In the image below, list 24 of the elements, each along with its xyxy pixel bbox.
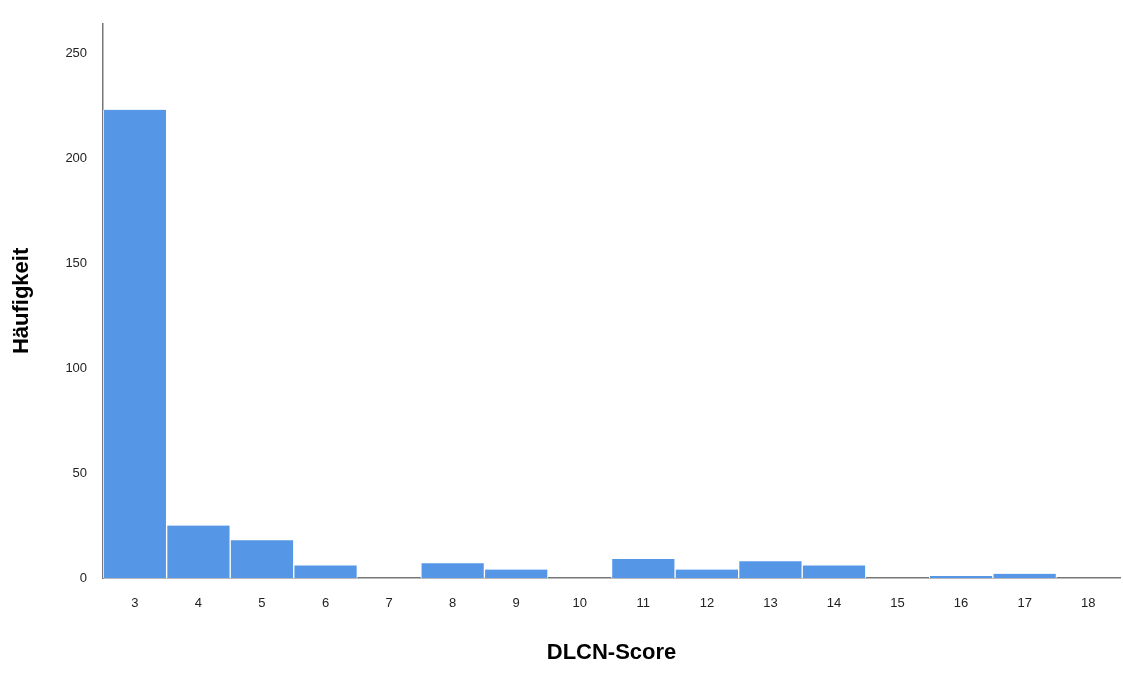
x-tick-label: 12	[699, 595, 715, 611]
x-tick-label: 15	[890, 595, 905, 611]
x-tick-label: 7	[385, 595, 393, 611]
y-tick-label: 0	[79, 569, 88, 585]
x-tick-label: 18	[1080, 595, 1096, 611]
y-tick-label: 50	[72, 464, 88, 480]
x-tick-label: 9	[512, 595, 520, 611]
x-tick-label: 11	[636, 595, 651, 611]
x-tick-label: 3	[131, 595, 139, 611]
x-tick-label: 10	[572, 595, 587, 611]
y-tick-label: 200	[65, 149, 88, 165]
x-tick-label: 13	[763, 595, 778, 611]
y-tick-label: 150	[65, 254, 88, 270]
x-tick-label: 4	[194, 595, 203, 611]
y-tick-label: 100	[65, 359, 88, 375]
y-axis-title: Häufigkeit	[8, 247, 34, 355]
x-tick-label: 14	[826, 595, 842, 611]
x-tick-label: 8	[449, 595, 457, 611]
x-tick-label: 16	[953, 595, 969, 611]
x-tick-label: 17	[1017, 595, 1032, 611]
x-tick-label: 5	[258, 595, 266, 611]
x-axis-title: DLCN-Score	[546, 638, 677, 664]
y-tick-label: 250	[65, 44, 88, 60]
x-tick-label: 6	[321, 595, 330, 611]
